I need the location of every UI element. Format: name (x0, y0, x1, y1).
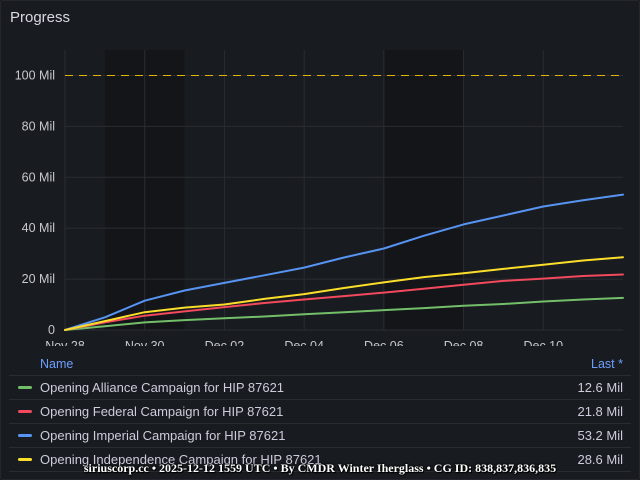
legend-item-last-value: 12.6 Mil (577, 380, 623, 395)
legend-last-header[interactable]: Last * (591, 357, 623, 371)
y-tick-label: 20 Mil (22, 272, 55, 286)
legend-item-label: Opening Federal Campaign for HIP 87621 (40, 404, 284, 419)
series-line-3 (64, 256, 624, 331)
panel-title: Progress (10, 9, 71, 26)
legend-item-last-value: 53.2 Mil (577, 428, 623, 443)
series-layer (64, 193, 624, 331)
legend-name-header[interactable]: Name (40, 357, 74, 371)
x-tick-label: Dec 04 (284, 339, 324, 346)
series-line-0 (64, 296, 624, 331)
legend-item-last-value: 21.8 Mil (577, 404, 623, 419)
x-axis: Nov 28 Nov 30 Dec 02 Dec 04 Dec 06 Dec 08 Dec … (45, 339, 563, 346)
series-color-swatch (18, 410, 32, 413)
series-color-swatch (18, 458, 32, 461)
y-tick-label: 80 Mil (22, 119, 55, 133)
legend-item-alliance[interactable]: Opening Alliance Campaign for HIP 87621 … (9, 376, 631, 400)
shaded-bands (104, 50, 464, 330)
series-color-swatch (18, 386, 32, 389)
x-tick-label: Nov 28 (45, 339, 85, 346)
footer-caption: siriuscorp.cc • 2025-12-12 1559 UTC • By… (83, 461, 557, 475)
x-tick-label: Dec 10 (523, 339, 563, 346)
legend-item-federal[interactable]: Opening Federal Campaign for HIP 87621 2… (9, 400, 631, 424)
series-line-2 (64, 193, 624, 331)
y-axis: 0 20 Mil 40 Mil 60 Mil 80 Mil 100 Mil (15, 68, 55, 337)
y-tick-label: 60 Mil (22, 170, 55, 184)
y-tick-label: 0 (48, 323, 55, 337)
x-tick-label: Dec 08 (444, 339, 484, 346)
chart-legend: Name Last * Opening Alliance Campaign fo… (9, 353, 631, 472)
legend-header: Name Last * (9, 353, 631, 376)
x-tick-label: Dec 06 (364, 339, 404, 346)
series-line-1 (64, 273, 624, 331)
x-tick-label: Nov 30 (125, 339, 165, 346)
x-tick-label: Dec 02 (205, 339, 245, 346)
weekend-band (383, 50, 464, 330)
y-tick-label: 40 Mil (22, 221, 55, 235)
legend-item-imperial[interactable]: Opening Imperial Campaign for HIP 87621 … (9, 424, 631, 448)
legend-item-label: Opening Alliance Campaign for HIP 87621 (40, 380, 285, 395)
legend-item-independence[interactable]: Opening Independence Campaign for HIP 87… (9, 448, 631, 472)
y-tick-label: 100 Mil (15, 68, 55, 82)
legend-item-label: Opening Imperial Campaign for HIP 87621 (40, 428, 286, 443)
legend-item-label: Opening Independence Campaign for HIP 87… (40, 452, 322, 467)
series-color-swatch (18, 434, 32, 437)
legend-item-last-value: 28.6 Mil (577, 452, 623, 467)
